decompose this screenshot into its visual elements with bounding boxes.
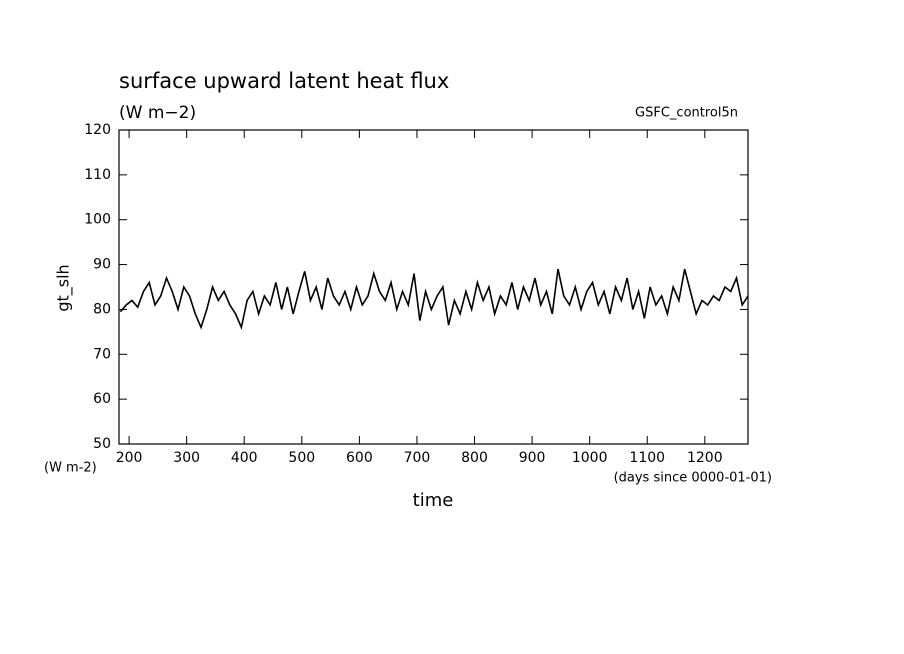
x-axis-label: time <box>413 490 454 511</box>
y-tick-label: 110 <box>84 167 111 183</box>
y-tick-label: 60 <box>93 391 111 407</box>
x-tick-label: 1100 <box>629 450 665 466</box>
y-tick-label: 50 <box>93 436 111 452</box>
x-tick-label: 800 <box>461 450 488 466</box>
y-tick-label: 120 <box>84 122 111 138</box>
x-tick-label: 1000 <box>572 450 608 466</box>
y-axis-label: gt_slh <box>54 264 74 311</box>
y-tick-label: 90 <box>93 257 111 273</box>
y-unit-label: (W m-2) <box>44 461 97 476</box>
y-tick-label: 80 <box>93 301 111 317</box>
chart-title: surface upward latent heat flux <box>119 69 449 93</box>
x-tick-label: 600 <box>346 450 373 466</box>
x-tick-label: 1200 <box>687 450 723 466</box>
x-tick-label: 400 <box>231 450 258 466</box>
annotation: GSFC_control5n <box>635 106 738 121</box>
chart-subtitle: (W m−2) <box>119 103 196 123</box>
x-tick-label: 700 <box>404 450 431 466</box>
y-tick-label: 70 <box>93 346 111 362</box>
x-tick-label: 200 <box>116 450 143 466</box>
x-tick-label: 500 <box>288 450 315 466</box>
y-tick-label: 100 <box>84 212 111 228</box>
x-tick-label: 900 <box>519 450 546 466</box>
x-tick-label: 300 <box>173 450 200 466</box>
x-unit-label: (days since 0000-01-01) <box>614 471 772 486</box>
data-line <box>119 268 749 331</box>
plot-frame <box>118 129 749 445</box>
